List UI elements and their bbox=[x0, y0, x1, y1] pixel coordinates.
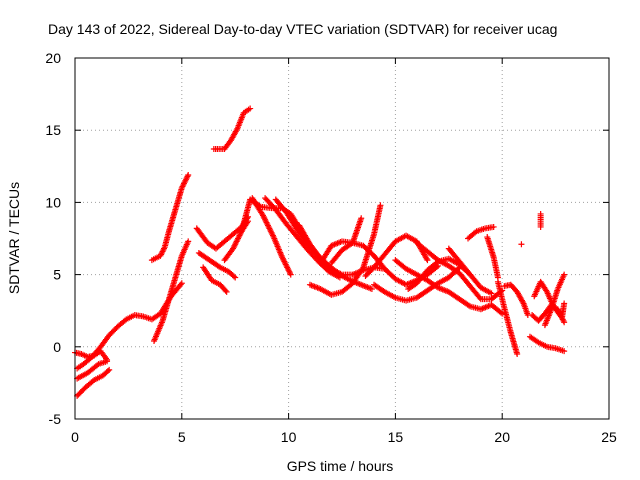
data-point-marker bbox=[561, 348, 568, 355]
data-point-marker bbox=[230, 273, 237, 280]
series-sat-n bbox=[262, 195, 343, 281]
data-point-marker bbox=[178, 280, 185, 287]
axis-ticks: 0 5 10 15 20 25 -5 0 5 10 15 20 bbox=[45, 50, 617, 445]
data-point-marker bbox=[185, 238, 192, 245]
data-point-marker bbox=[537, 223, 544, 230]
y-tick-label: -5 bbox=[49, 411, 62, 427]
data-point-marker bbox=[518, 241, 525, 248]
x-tick-label: 25 bbox=[601, 429, 617, 445]
x-tick-label: 5 bbox=[178, 429, 186, 445]
series-sat-ad bbox=[518, 241, 525, 248]
series-sat-b bbox=[74, 280, 185, 372]
series-sat-t bbox=[362, 232, 431, 280]
series-sat-c bbox=[74, 366, 113, 399]
data-point-marker bbox=[177, 281, 184, 288]
data-point-marker bbox=[377, 202, 384, 209]
series-sat-h bbox=[195, 249, 239, 281]
data-point-marker bbox=[106, 366, 113, 373]
grid bbox=[75, 58, 609, 419]
data-point-marker bbox=[94, 362, 101, 369]
series-sat-m bbox=[249, 195, 294, 278]
plot-frame bbox=[74, 57, 610, 420]
y-tick-label: 0 bbox=[53, 339, 61, 355]
data-point-marker bbox=[514, 351, 521, 358]
data-point-marker bbox=[358, 215, 365, 222]
series-sat-i bbox=[200, 264, 230, 295]
x-tick-label: 20 bbox=[494, 429, 510, 445]
data-point-marker bbox=[185, 171, 192, 178]
y-tick-label: 15 bbox=[45, 122, 61, 138]
series-sat-q bbox=[306, 202, 384, 298]
series-sat-ac bbox=[501, 281, 531, 319]
data-point-marker bbox=[488, 290, 495, 297]
y-tick-label: 5 bbox=[53, 267, 61, 283]
series-sat-j bbox=[210, 105, 254, 152]
data-point-marker bbox=[223, 288, 230, 295]
series-sat-aa bbox=[484, 234, 501, 281]
data-point-marker bbox=[561, 271, 568, 278]
data-point-marker bbox=[561, 300, 568, 307]
data-point-marker bbox=[247, 105, 254, 112]
series-sat-y bbox=[445, 245, 495, 297]
series-sat-z bbox=[465, 223, 497, 242]
data-point-marker bbox=[368, 286, 375, 293]
x-tick-label: 0 bbox=[71, 429, 79, 445]
x-tick-label: 10 bbox=[281, 429, 297, 445]
series-sat-af bbox=[526, 333, 568, 355]
data-point-marker bbox=[465, 302, 472, 309]
data-point-marker bbox=[104, 368, 111, 375]
data-point-marker bbox=[287, 271, 294, 278]
series-sat-d bbox=[74, 358, 111, 382]
y-axis-label: SDTVAR / TECUs bbox=[6, 182, 22, 294]
series-sat-ai bbox=[541, 271, 568, 329]
data-point-marker bbox=[490, 223, 497, 230]
data-point-marker bbox=[215, 263, 222, 270]
data-point-marker bbox=[561, 319, 568, 326]
y-tick-label: 20 bbox=[45, 50, 61, 66]
series-sat-v bbox=[392, 257, 506, 317]
data-point-marker bbox=[424, 257, 431, 264]
series-sat-ab bbox=[494, 278, 521, 358]
series-sat-ah bbox=[531, 278, 568, 321]
y-tick-label: 10 bbox=[45, 194, 61, 210]
data-marks bbox=[72, 105, 568, 399]
data-point-marker bbox=[222, 287, 229, 294]
x-tick-label: 15 bbox=[388, 429, 404, 445]
x-axis-label: GPS time / hours bbox=[287, 458, 394, 474]
series-sat-ae bbox=[537, 210, 544, 230]
chart-title: Day 143 of 2022, Sidereal Day-to-day VTE… bbox=[48, 21, 557, 37]
series-sat-g bbox=[193, 213, 252, 252]
data-point-marker bbox=[476, 294, 483, 301]
series-sat-f bbox=[148, 171, 192, 264]
data-point-marker bbox=[232, 274, 239, 281]
series-sat-e bbox=[151, 238, 192, 345]
data-point-marker bbox=[104, 358, 111, 365]
